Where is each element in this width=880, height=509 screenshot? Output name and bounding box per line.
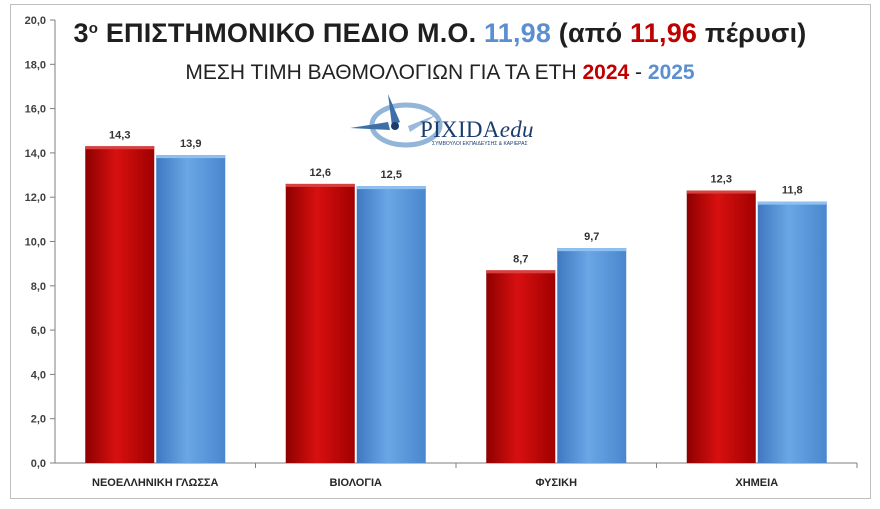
y-tick-label: 12,0 [25, 192, 46, 204]
x-category-label: ΒΙΟΛΟΓΙΑ [330, 477, 383, 489]
subtitle-year-2025: 2025 [647, 61, 695, 84]
bar-2024 [486, 270, 556, 463]
y-tick-label: 0,0 [31, 458, 46, 470]
title-superscript: ο [88, 20, 99, 37]
bar-top-2025 [757, 201, 827, 205]
y-tick-label: 16,0 [25, 104, 46, 116]
x-category-label: ΧΗΜΕΙΑ [735, 477, 778, 489]
title-prefix: 3 [73, 18, 89, 48]
bar-2024 [686, 190, 756, 463]
data-label-2024: 12,6 [310, 167, 331, 179]
bar-2025 [557, 248, 627, 463]
y-tick-label: 20,0 [25, 15, 46, 27]
data-label-2025: 11,8 [782, 185, 803, 197]
chart-title: 3ο ΕΠΙΣΤΗΜΟΝΙΚΟ ΠΕΔΙΟ Μ.Ο. 11,98 (από 11… [0, 18, 880, 49]
data-label-2024: 14,3 [109, 129, 130, 141]
y-tick-label: 8,0 [31, 281, 46, 293]
data-label-2024: 8,7 [513, 253, 528, 265]
x-category-label: ΦΥΣΙΚΗ [535, 477, 577, 489]
data-label-2024: 12,3 [711, 174, 732, 186]
title-current-value: 11,98 [484, 18, 552, 48]
pixida-logo-icon [350, 94, 443, 148]
chart-subtitle: ΜΕΣΗ ΤΙΜΗ ΒΑΘΜΟΛΟΓΙΩΝ ΓΙΑ ΤΑ ΕΤΗ 2024 - … [0, 61, 880, 85]
data-label-2025: 9,7 [584, 231, 599, 243]
logo-wordmark: PIXIDAedu [420, 117, 534, 142]
bar-top-2024 [285, 183, 355, 187]
bar-2024 [85, 146, 155, 463]
subtitle-year-2024: 2024 [582, 61, 630, 84]
bar-2024 [285, 183, 355, 463]
bar-2025 [356, 186, 426, 463]
bar-top-2024 [686, 190, 756, 194]
y-tick-label: 18,0 [25, 59, 46, 71]
logo-tagline: ΣΥΜΒΟΥΛΟΙ ΕΚΠΑΙΔΕΥΣΗΣ & ΚΑΡΙΕΡΑΣ [432, 141, 528, 147]
bar-2025 [757, 201, 827, 463]
title-paren-close: πέρυσι) [697, 18, 807, 48]
y-tick-label: 4,0 [31, 369, 46, 381]
title-main: ΕΠΙΣΤΗΜΟΝΙΚΟ ΠΕΔΙΟ Μ.Ο. [98, 18, 484, 48]
bar-2025 [156, 155, 226, 464]
subtitle-dash: - [629, 61, 648, 84]
y-tick-label: 6,0 [31, 325, 46, 337]
bar-top-2025 [156, 155, 226, 159]
y-tick-label: 2,0 [31, 414, 46, 426]
data-label-2025: 12,5 [381, 169, 402, 181]
title-previous-value: 11,96 [630, 18, 698, 48]
title-paren-open: (από [551, 18, 631, 48]
y-tick-label: 10,0 [25, 237, 46, 249]
bar-top-2024 [486, 270, 556, 274]
data-label-2025: 13,9 [180, 138, 201, 150]
y-tick-label: 14,0 [25, 148, 46, 160]
bar-top-2025 [557, 248, 627, 252]
x-category-label: ΝΕΟΕΛΛΗΝΙΚΗ ΓΛΩΣΣΑ [92, 477, 219, 489]
subtitle-main: ΜΕΣΗ ΤΙΜΗ ΒΑΘΜΟΛΟΓΙΩΝ ΓΙΑ ΤΑ ΕΤΗ [185, 61, 583, 84]
bar-top-2025 [356, 186, 426, 190]
bar-top-2024 [85, 146, 155, 150]
